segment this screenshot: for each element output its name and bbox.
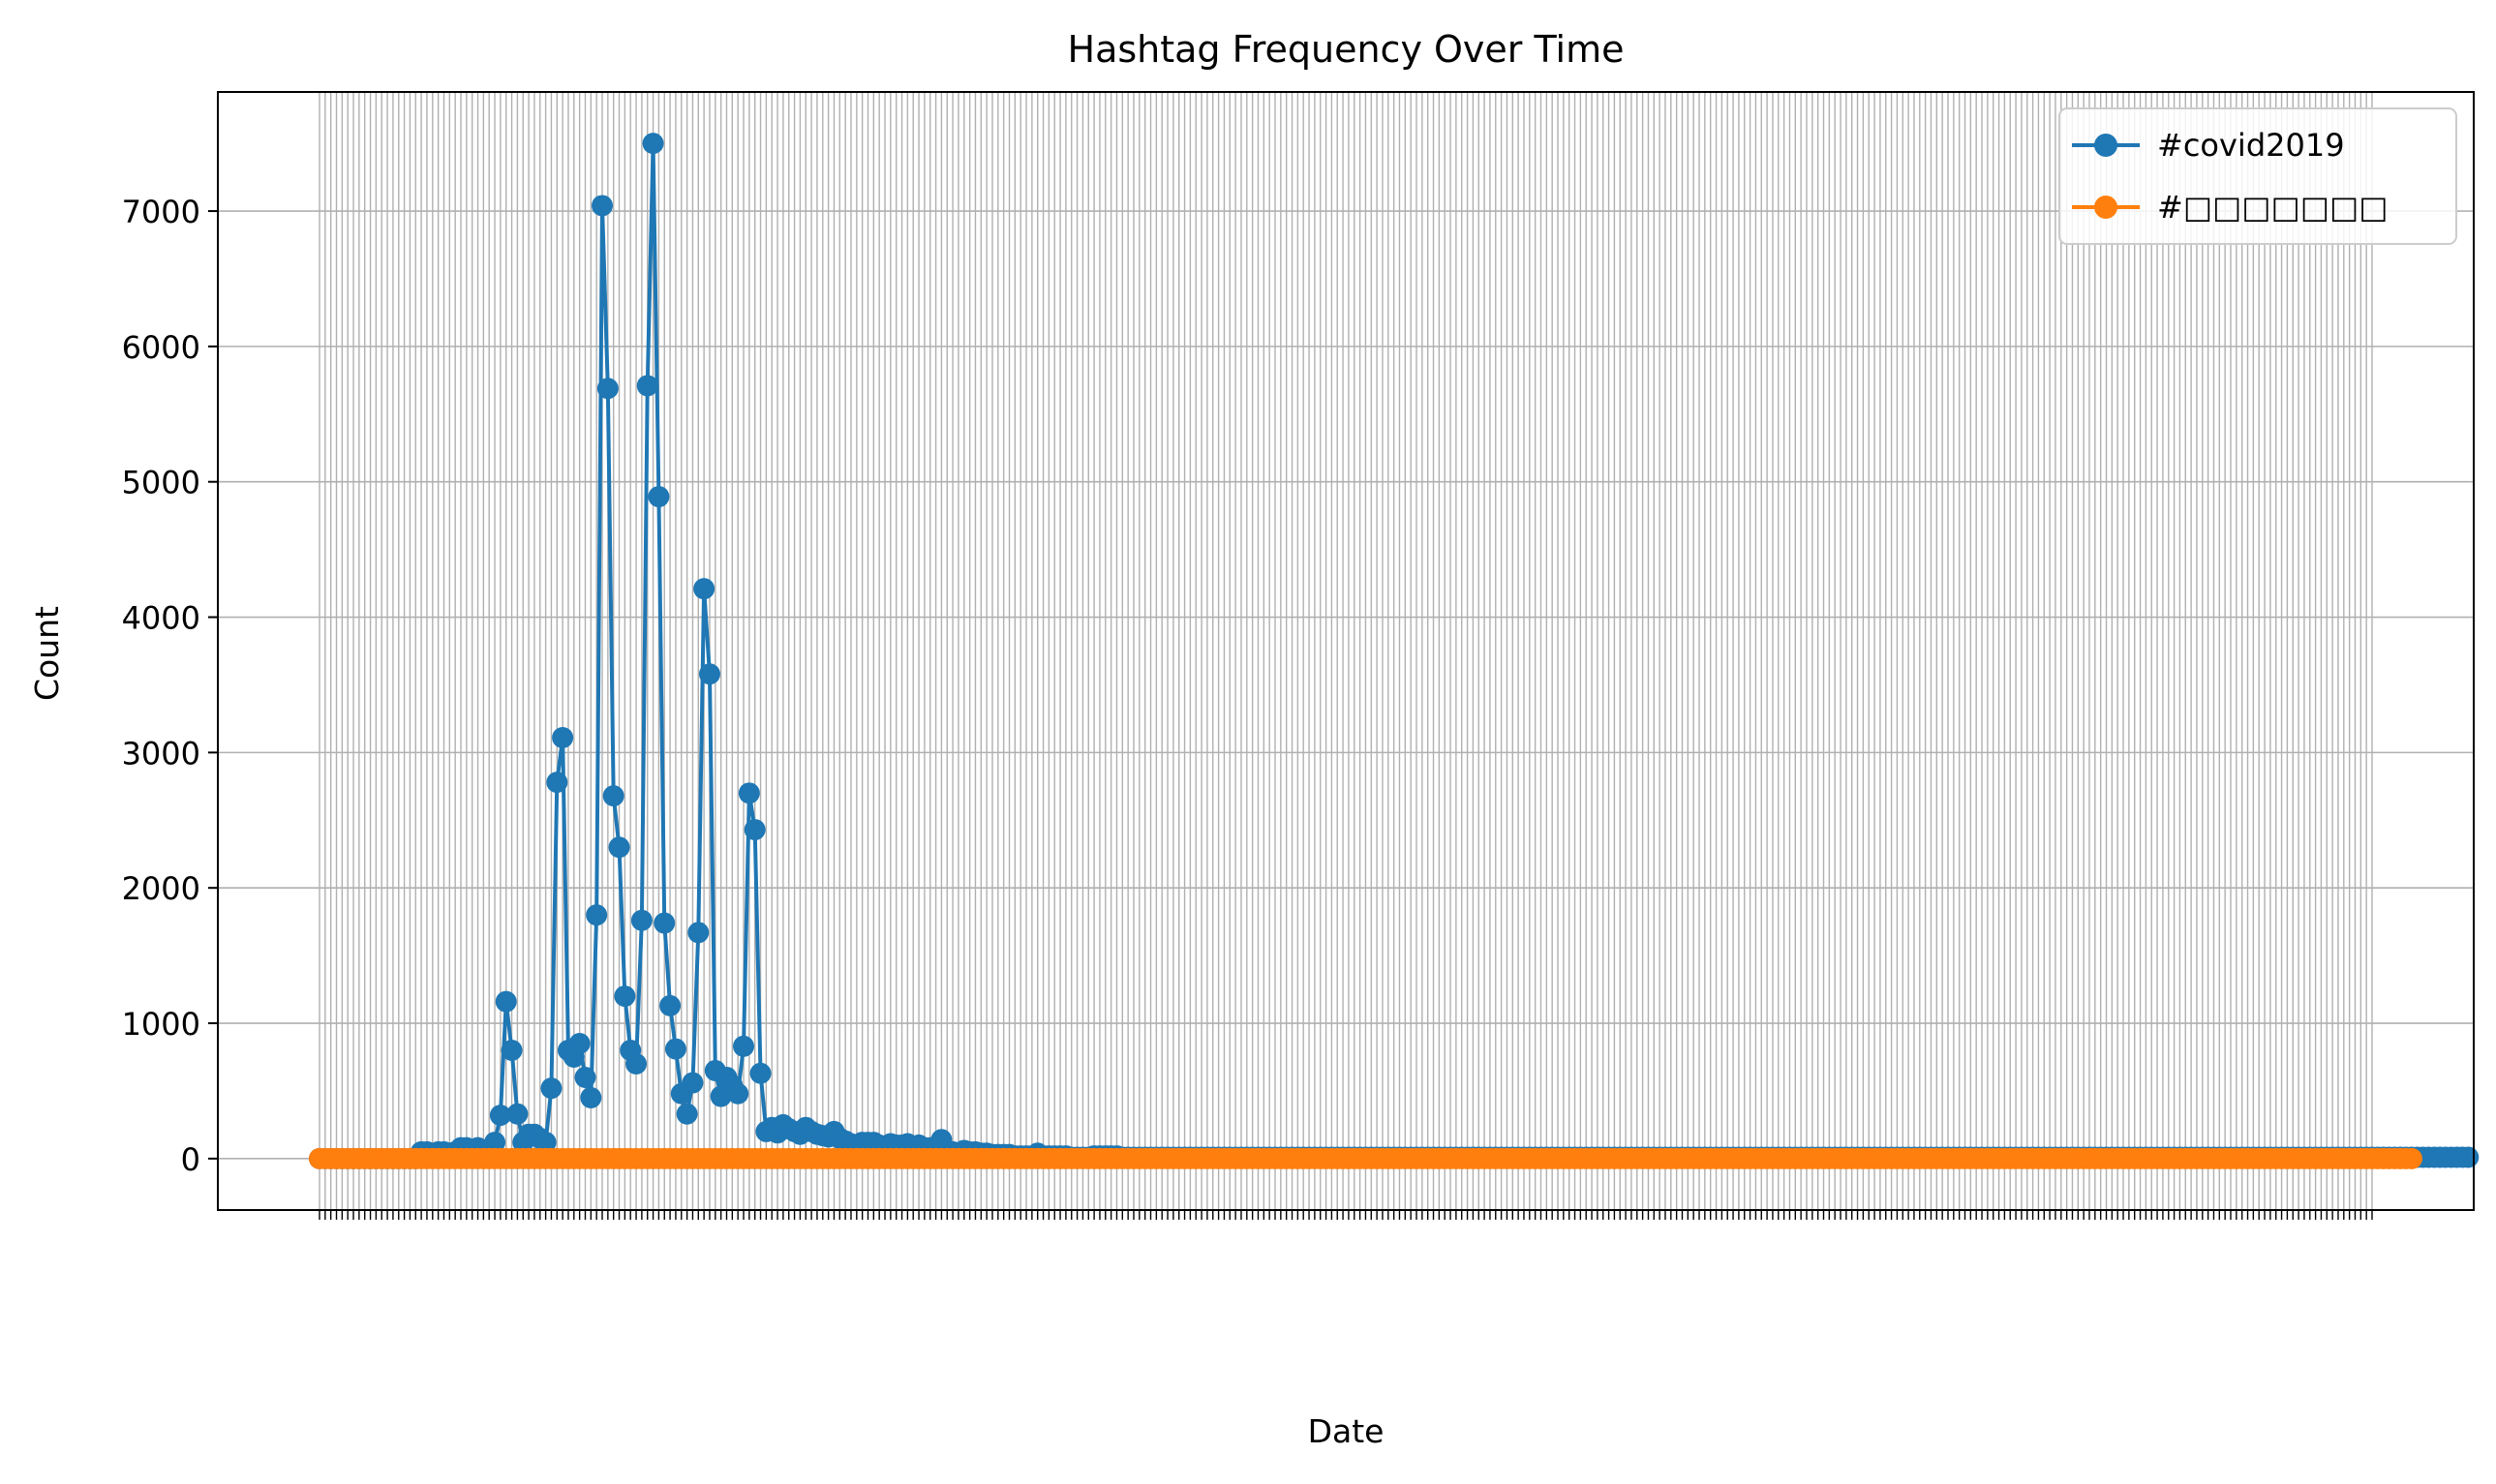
chart-title: Hashtag Frequency Over Time (1068, 28, 1625, 71)
data-point (698, 663, 720, 685)
data-point (642, 133, 664, 155)
data-point (501, 1040, 523, 1061)
data-point (534, 1132, 557, 1154)
data-point (552, 726, 574, 748)
data-point (693, 578, 715, 600)
data-point (625, 1052, 648, 1075)
x-axis-label: Date (1308, 1412, 1385, 1450)
data-point (664, 1038, 686, 1060)
data-point (602, 785, 624, 807)
data-point (546, 772, 568, 794)
data-point (608, 836, 630, 859)
series-layer (309, 133, 2480, 1169)
data-point (592, 195, 614, 217)
legend-label: #covid2019 (2157, 127, 2345, 164)
legend-entry-covid2019: #covid2019 (2072, 127, 2345, 164)
y-axis-label: Count (28, 606, 66, 701)
data-point (2457, 1146, 2480, 1168)
data-point (738, 782, 760, 804)
data-point (654, 912, 676, 934)
legend: #covid2019 #□□□□□□□ (2058, 107, 2457, 245)
data-point (630, 909, 653, 931)
data-point (614, 985, 636, 1008)
data-point (687, 922, 710, 944)
data-point (727, 1082, 749, 1105)
y-tick-label: 5000 (122, 465, 200, 501)
data-point (744, 819, 766, 841)
data-point (586, 904, 608, 926)
y-tick-label: 1000 (122, 1006, 200, 1043)
data-point (596, 378, 619, 400)
y-tick-label: 4000 (122, 600, 200, 637)
data-point (648, 486, 670, 508)
legend-box (2058, 107, 2457, 245)
data-point (580, 1086, 602, 1108)
y-tick-label: 7000 (122, 194, 200, 230)
plot-frame (217, 91, 2475, 1211)
data-point (489, 1105, 511, 1127)
data-point (2400, 1147, 2422, 1169)
legend-entry-hashtag-2: #□□□□□□□ (2072, 189, 2388, 226)
y-tick-label: 3000 (122, 735, 200, 772)
data-point (484, 1132, 506, 1154)
data-point (659, 994, 682, 1016)
data-point (636, 375, 658, 397)
y-tick-label: 0 (181, 1141, 200, 1178)
data-point (495, 990, 517, 1013)
legend-swatch-marker (2094, 196, 2117, 219)
x-axis (319, 1210, 2373, 1220)
y-tick-label: 2000 (122, 870, 200, 907)
data-point (682, 1072, 704, 1094)
data-point (676, 1103, 698, 1125)
y-axis: 0 1000 2000 3000 4000 5000 6000 7000 (122, 194, 218, 1178)
data-point (749, 1062, 772, 1084)
data-point (574, 1066, 596, 1088)
series-1 (309, 1147, 2422, 1169)
y-tick-label: 6000 (122, 329, 200, 366)
legend-label: #□□□□□□□ (2157, 189, 2388, 226)
data-point (540, 1077, 563, 1100)
data-point (568, 1033, 591, 1055)
data-point (733, 1035, 755, 1057)
legend-swatch-marker (2094, 134, 2117, 157)
data-point (506, 1103, 529, 1125)
